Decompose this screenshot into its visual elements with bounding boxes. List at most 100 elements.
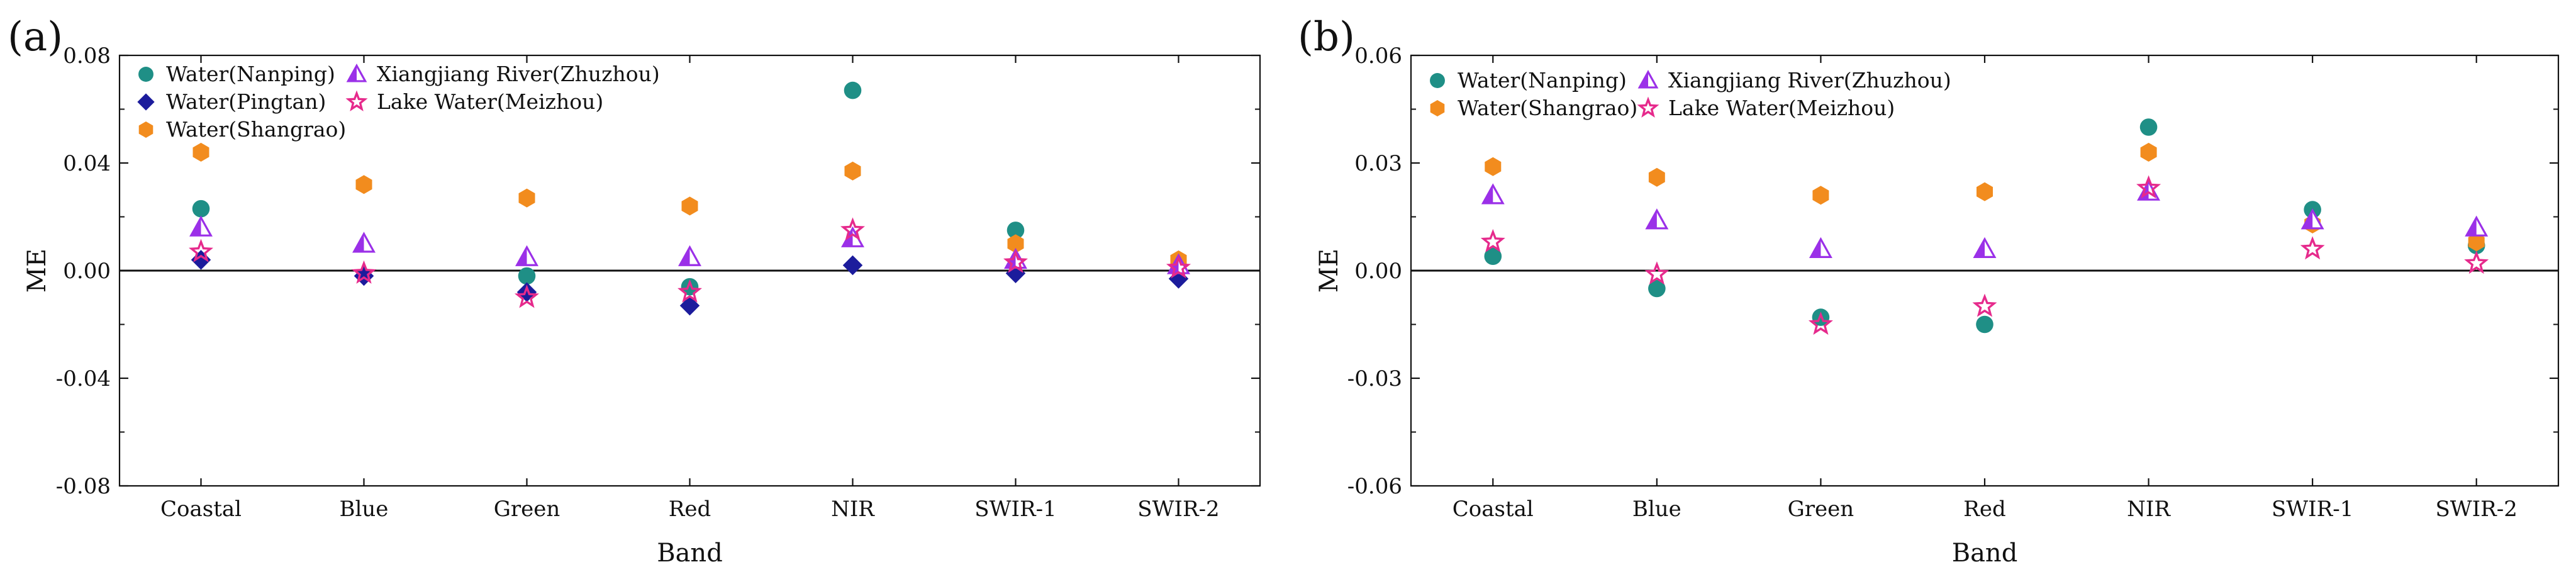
- series-xiangjiang-river-zhuzhou: [189, 215, 1190, 274]
- y-axis-title: ME: [23, 249, 52, 293]
- y-tick-label: -0.06: [1347, 474, 1402, 499]
- data-point-water-shangrao-coastal: [1485, 157, 1502, 176]
- data-point-xiangjiang-river-zhuzhou-blue: [1645, 208, 1669, 230]
- data-point-water-nanping-coastal: [1484, 247, 1502, 266]
- x-tick-label-blue: Blue: [1632, 497, 1681, 522]
- data-point-water-nanping-red: [681, 278, 699, 296]
- data-point-lake-water-meizhou-nir: [2136, 175, 2161, 199]
- legend-label: Water(Nanping): [1458, 68, 1627, 93]
- series-water-shangrao: [192, 142, 1187, 269]
- legend-item-xiangjiang-river-zhuzhou: Xiangjiang River(Zhuzhou): [1637, 68, 1951, 93]
- data-point-water-nanping-blue: [1648, 279, 1666, 298]
- x-tick-label-nir: NIR: [831, 497, 875, 522]
- legend-label: Xiangjiang River(Zhuzhou): [1668, 68, 1951, 93]
- series-lake-water-meizhou: [189, 217, 1191, 308]
- data-point-lake-water-meizhou-swir-1: [1003, 249, 1028, 273]
- data-point-xiangjiang-river-zhuzhou-green: [1809, 237, 1832, 258]
- data-point-lake-water-meizhou-swir-2: [2464, 250, 2489, 274]
- data-point-lake-water-meizhou-swir-2: [1166, 255, 1191, 279]
- y-tick-label: -0.08: [56, 474, 111, 499]
- data-point-xiangjiang-river-zhuzhou-swir-1: [2300, 208, 2324, 230]
- data-point-water-nanping-green: [518, 267, 536, 285]
- y-tick-label: 0.00: [1354, 259, 1402, 284]
- y-axis-title: ME: [1315, 249, 1344, 293]
- data-point-water-shangrao-red: [681, 196, 698, 216]
- x-tick-label-swir-1: SWIR-1: [2272, 497, 2353, 522]
- x-tick-label-blue: Blue: [340, 497, 389, 522]
- legend-marker-diamond: [137, 93, 155, 111]
- panel-label: (a): [8, 14, 63, 60]
- series-lake-water-meizhou: [1480, 175, 2489, 335]
- legend-item-lake-water-meizhou: Lake Water(Meizhou): [1637, 96, 1895, 120]
- y-tick-label: 0.08: [63, 43, 111, 69]
- y-tick-label: 0.06: [1354, 43, 1402, 69]
- legend-marker-half-triangle: [346, 64, 367, 82]
- legend-label: Xiangjiang River(Zhuzhou): [377, 62, 660, 86]
- legend-label: Water(Nanping): [166, 62, 335, 86]
- legend-item-lake-water-meizhou: Lake Water(Meizhou): [345, 89, 603, 114]
- x-tick-label-coastal: Coastal: [160, 497, 242, 522]
- y-tick-label: -0.03: [1347, 366, 1402, 391]
- data-point-xiangjiang-river-zhuzhou-coastal: [1481, 183, 1505, 205]
- legend-item-water-nanping: Water(Nanping): [138, 62, 335, 86]
- data-point-xiangjiang-river-zhuzhou-coastal: [189, 215, 213, 237]
- data-point-lake-water-meizhou-coastal: [189, 239, 213, 262]
- legend-label: Lake Water(Meizhou): [377, 89, 603, 114]
- x-tick-label-nir: NIR: [2127, 497, 2171, 522]
- panel-label: (b): [1298, 14, 1355, 60]
- legend-label: Water(Pingtan): [166, 89, 326, 114]
- data-point-water-pingtan-red: [679, 295, 700, 316]
- data-point-water-shangrao-green: [518, 188, 535, 208]
- data-point-water-shangrao-coastal: [192, 142, 209, 162]
- legend: Water(Nanping) Water(Pingtan) Water(Shangr…: [137, 62, 660, 142]
- y-tick-label: 0.03: [1354, 151, 1402, 176]
- data-point-water-nanping-red: [1976, 315, 1993, 334]
- data-point-water-nanping-nir: [844, 81, 862, 99]
- legend: Water(Nanping) Water(Shangrao) Xiangjiang …: [1430, 68, 1951, 120]
- legend-item-water-shangrao: Water(Shangrao): [1430, 96, 1637, 120]
- x-axis-title: Band: [1952, 539, 2018, 568]
- x-tick-label-swir-1: SWIR-1: [974, 497, 1056, 522]
- series-water-shangrao: [1485, 142, 2485, 252]
- x-tick-label-swir-2: SWIR-2: [1137, 497, 1219, 522]
- data-point-water-shangrao-swir-2: [2468, 232, 2485, 252]
- data-point-lake-water-meizhou-blue: [1644, 261, 1670, 285]
- data-point-water-shangrao-blue: [1648, 167, 1665, 187]
- y-tick-label: -0.04: [56, 366, 111, 391]
- legend-item-water-shangrao: Water(Shangrao): [138, 117, 346, 142]
- legend-item-water-nanping: Water(Nanping): [1430, 68, 1627, 93]
- y-tick-label: 0.04: [63, 151, 111, 176]
- data-point-xiangjiang-river-zhuzhou-nir: [841, 226, 864, 247]
- series-water-nanping: [1484, 118, 2485, 334]
- data-point-lake-water-meizhou-red: [677, 279, 702, 303]
- chart-panel-a: (a) -0.08 -0.04 0.00 0.04 0.08 Coastal Blue Gree…: [8, 14, 1261, 568]
- x-tick-label-coastal: Coastal: [1452, 497, 1534, 522]
- data-point-water-shangrao-nir: [2140, 142, 2157, 162]
- x-axis-title: Band: [657, 539, 723, 568]
- legend-label: Water(Shangrao): [1458, 96, 1637, 120]
- data-point-lake-water-meizhou-green: [1808, 312, 1833, 335]
- legend-marker-circle: [138, 67, 153, 82]
- legend-marker-hexagon: [1430, 100, 1445, 116]
- legend-marker-star: [1637, 96, 1659, 118]
- legend-marker-star: [345, 90, 368, 111]
- data-point-lake-water-meizhou-green: [514, 284, 540, 308]
- series-water-nanping: [192, 81, 1025, 296]
- data-point-water-nanping-swir-1: [1006, 222, 1025, 239]
- data-point-lake-water-meizhou-coastal: [1480, 228, 1505, 252]
- data-point-lake-water-meizhou-red: [1972, 293, 1997, 317]
- legend-item-water-pingtan: Water(Pingtan): [137, 89, 326, 114]
- data-point-water-nanping-nir: [2139, 118, 2158, 136]
- data-point-water-shangrao-swir-1: [1007, 234, 1024, 254]
- data-point-xiangjiang-river-zhuzhou-green: [515, 245, 538, 266]
- data-point-water-nanping-coastal: [192, 200, 210, 218]
- data-point-xiangjiang-river-zhuzhou-swir-2: [2465, 215, 2489, 237]
- x-tick-label-red: Red: [1963, 497, 2006, 522]
- legend-marker-half-triangle: [1637, 70, 1659, 89]
- legend-marker-circle: [1430, 73, 1445, 88]
- data-point-water-shangrao-nir: [844, 161, 861, 181]
- data-point-lake-water-meizhou-blue: [352, 260, 376, 284]
- data-point-lake-water-meizhou-swir-1: [2300, 236, 2325, 260]
